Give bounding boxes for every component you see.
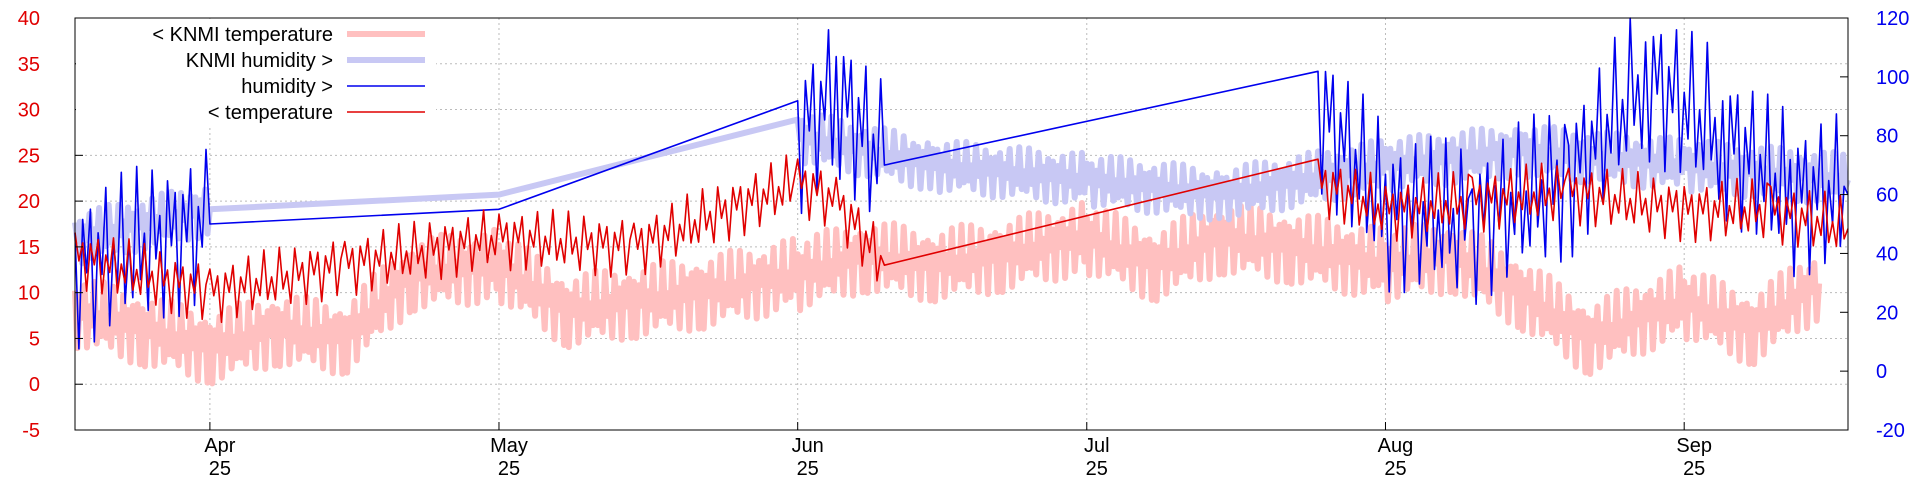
y-right-tick-label: 20	[1876, 302, 1898, 324]
y-right-tick-label: 120	[1876, 8, 1909, 30]
y-left-tick-label: 35	[18, 54, 40, 76]
y-right-tick-label: 0	[1876, 361, 1887, 383]
series-line-3	[74, 154, 1849, 324]
y-right-tick-label: 40	[1876, 243, 1898, 265]
plot-area	[72, 17, 1851, 387]
plot-frame	[74, 17, 1849, 431]
y-left-tick-label: 15	[18, 237, 40, 259]
y-left-tick-label: 20	[18, 191, 40, 213]
series-line-0	[72, 200, 1823, 387]
x-tick-year-label: 25	[1384, 458, 1406, 480]
x-tick-month-label: May	[490, 435, 528, 457]
legend-label: < KNMI temperature	[152, 24, 333, 46]
legend: < KNMI temperature KNMI humidity > humidit…	[76, 19, 436, 125]
y-left-tick-label: 40	[18, 8, 40, 30]
legend-label: < temperature	[208, 102, 333, 124]
x-tick-month-label: Jun	[792, 435, 824, 457]
y-left-tick-label: 5	[29, 328, 40, 350]
x-tick-month-label: Apr	[204, 435, 235, 457]
x-tick-year-label: 25	[1683, 458, 1705, 480]
y-left-tick-label: 25	[18, 145, 40, 167]
x-tick-month-label: Jul	[1084, 435, 1110, 457]
y-left-tick-label: -5	[22, 420, 40, 442]
y-left-tick-label: 30	[18, 100, 40, 122]
y-left-tick-label: 0	[29, 374, 40, 396]
x-tick-year-label: 25	[1086, 458, 1108, 480]
legend-label: KNMI humidity >	[186, 50, 333, 72]
x-tick-month-label: Sep	[1676, 435, 1712, 457]
legend-label: humidity >	[241, 76, 333, 98]
x-tick-year-label: 25	[797, 458, 819, 480]
y-left-tick-label: 10	[18, 283, 40, 305]
x-tick-year-label: 25	[209, 458, 231, 480]
x-tick-month-label: Aug	[1378, 435, 1414, 457]
series-line-2	[74, 17, 1849, 350]
x-tick-year-label: 25	[498, 458, 520, 480]
y-right-tick-label: 80	[1876, 126, 1898, 148]
y-right-tick-label: 100	[1876, 67, 1909, 89]
y-right-tick-label: 60	[1876, 185, 1898, 207]
axes: -50510152025303540-20020406080100120Apr2…	[18, 8, 1910, 480]
y-right-tick-label: -20	[1876, 420, 1905, 442]
